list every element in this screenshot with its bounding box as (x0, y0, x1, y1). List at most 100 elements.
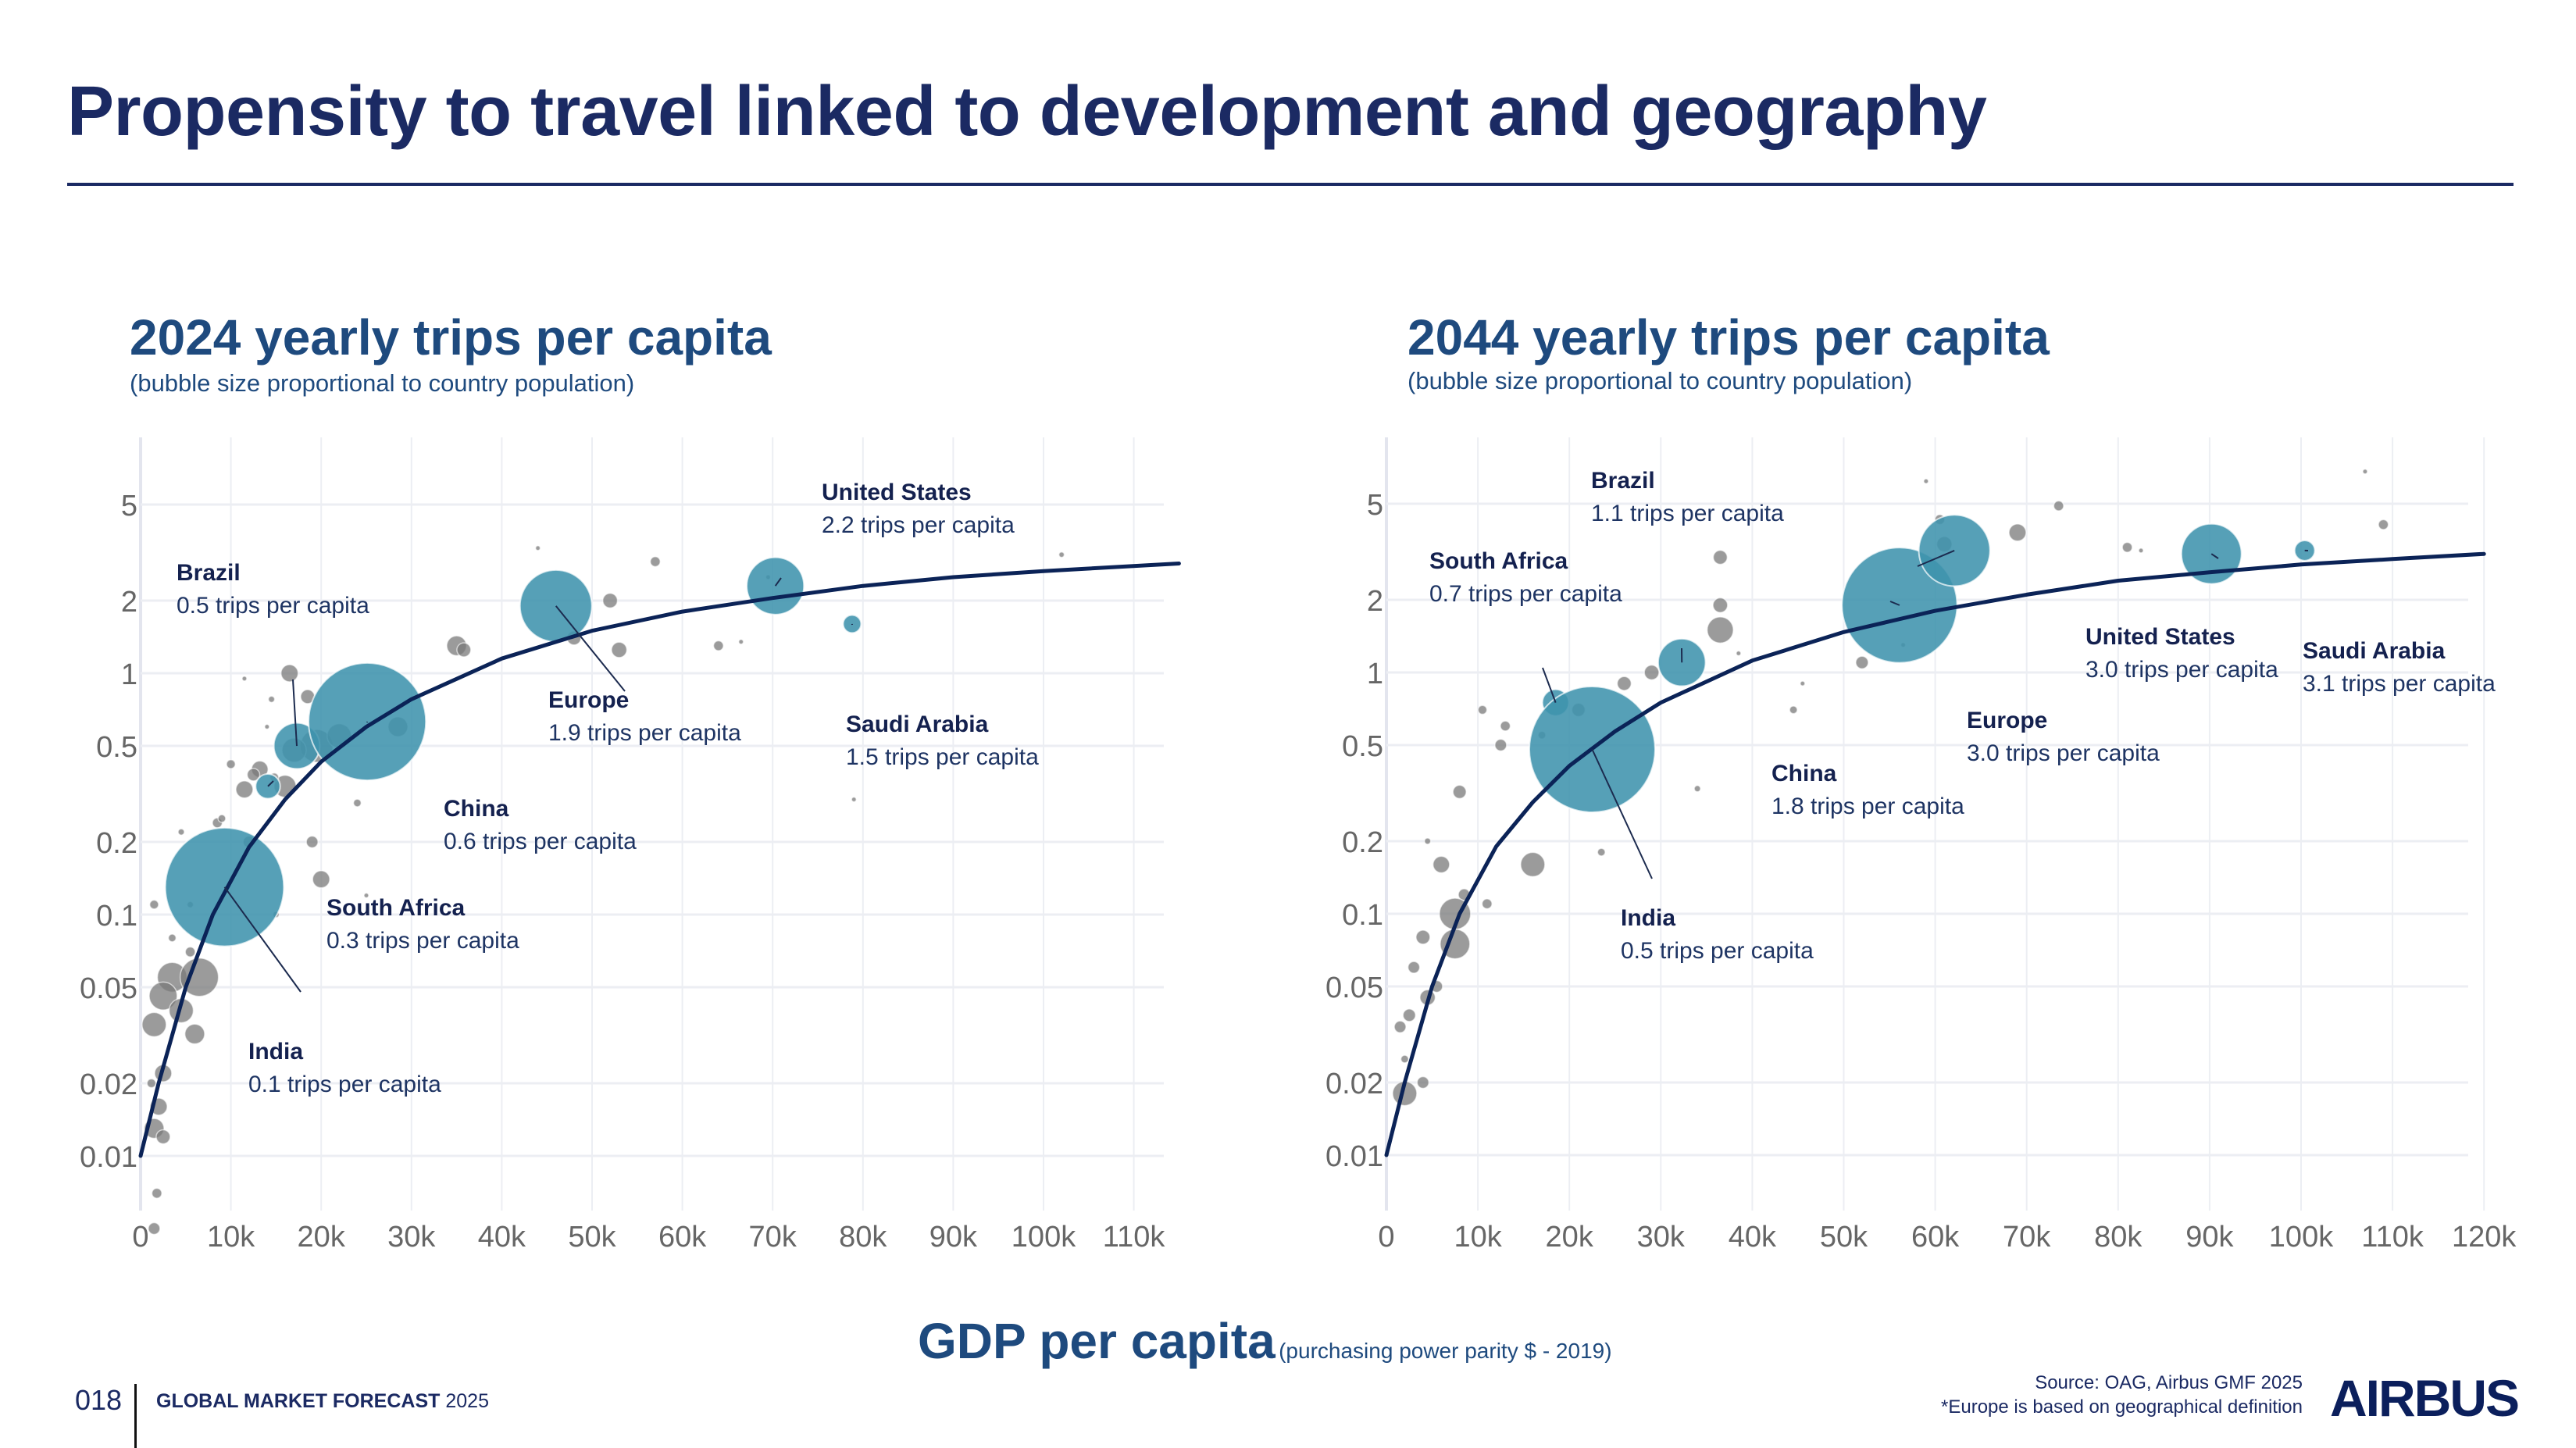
x-tick-label: 40k (1729, 1221, 1777, 1254)
y-tick-label: 0.05 (80, 972, 137, 1005)
country-bubble (148, 1222, 161, 1236)
annotation-value-india: 0.1 trips per capita (248, 1072, 441, 1097)
x-tick-label: 120k (2452, 1221, 2517, 1254)
annotation-value-south-africa: 0.3 trips per capita (326, 928, 519, 954)
country-bubble (1415, 929, 1431, 945)
chart-2024: 0 10k 20k 30k 40k 50k 60k 70k 80k 90k 100k 110k 0.01… (80, 437, 1181, 1254)
country-bubble (712, 640, 724, 651)
annotation-name-india: India (1621, 905, 1675, 931)
annotation-name-europe: Europe (1967, 708, 2047, 733)
country-bubble (2138, 547, 2144, 554)
annotation-name-south-africa: South Africa (326, 895, 466, 921)
chart-2024-title: 2024 yearly trips per capita (130, 309, 772, 366)
page-number: 018 (75, 1384, 123, 1416)
y-tick-label: 0.5 (96, 731, 137, 764)
y-tick-label: 0.1 (96, 900, 137, 933)
x-tick-label: 30k (1637, 1221, 1686, 1254)
x-axis-title-main: GDP per capita (918, 1313, 1276, 1369)
chart-2044-subtitle: (bubble size proportional to country pop… (1408, 367, 1913, 394)
annotation-value-south-africa: 0.7 trips per capita (1429, 581, 1622, 607)
x-tick-label: 30k (387, 1221, 436, 1254)
annotation-name-china: China (444, 796, 509, 822)
source-line: Source: OAG, Airbus GMF 2025 (2035, 1372, 2303, 1393)
country-bubble (155, 1129, 171, 1145)
x-tick-label: 50k (1820, 1221, 1868, 1254)
annotation-name-brazil: Brazil (177, 560, 241, 586)
chart-2024-subtitle: (bubble size proportional to country pop… (130, 369, 635, 397)
annotation-value-saudi-arabia: 1.5 trips per capita (846, 744, 1039, 770)
x-tick-label: 10k (207, 1221, 255, 1254)
y-tick-label: 0.1 (1342, 899, 1383, 932)
country-bubble (184, 1023, 205, 1045)
country-bubble (1706, 616, 1734, 644)
country-bubble (1423, 837, 1432, 845)
country-bubble (235, 780, 254, 799)
x-tick-label: 0 (132, 1221, 148, 1254)
country-bubble (611, 641, 628, 658)
country-bubble (601, 592, 619, 609)
country-bubble (1494, 738, 1507, 752)
country-bubble (1402, 1008, 1417, 1022)
y-tick-label: 5 (1367, 489, 1383, 522)
y-tick-label: 0.02 (1325, 1068, 1383, 1100)
y-tick-label: 0.5 (1342, 730, 1383, 763)
country-bubble (177, 828, 185, 836)
country-bubble (1481, 898, 1493, 910)
annotation-name-south-africa: South Africa (1429, 548, 1568, 574)
highlight-bubble-china (308, 662, 427, 782)
country-bubble (312, 870, 330, 889)
leader-line-europe (1917, 549, 1955, 567)
footer-divider (134, 1384, 137, 1448)
title-divider (67, 183, 2514, 186)
x-tick-label: 90k (2185, 1221, 2234, 1254)
country-bubble (2121, 541, 2133, 553)
country-bubble (1736, 650, 1742, 657)
y-tick-label: 0.01 (1325, 1140, 1383, 1173)
annotation-value-united-states: 3.0 trips per capita (2085, 657, 2278, 683)
country-bubble (1855, 655, 1869, 669)
leader-line-india (223, 886, 301, 993)
country-bubble (148, 981, 178, 1011)
country-bubble (2008, 523, 2027, 542)
y-tick-label: 1 (1367, 658, 1383, 690)
country-bubble (456, 642, 472, 658)
x-tick-label: 80k (2094, 1221, 2143, 1254)
country-bubble (1432, 855, 1450, 874)
annotation-value-brazil: 1.1 trips per capita (1591, 501, 1784, 526)
country-bubble (167, 933, 177, 943)
y-tick-label: 0.05 (1325, 972, 1383, 1004)
publication-name: GLOBAL MARKET FORECAST 2025 (156, 1390, 489, 1413)
leader-line-south-africa (267, 780, 274, 787)
leader-line-india (1591, 749, 1653, 879)
trend-line (1384, 551, 2486, 1157)
country-bubble (217, 814, 227, 823)
source-note: Source: OAG, Airbus GMF 2025 *Europe is … (1941, 1371, 2303, 1419)
annotation-name-united-states: United States (822, 480, 972, 505)
x-axis-title-note: (purchasing power parity $ - 2019) (1279, 1339, 1612, 1363)
leader-line-china (1889, 601, 1900, 606)
annotation-value-europe: 3.0 trips per capita (1967, 740, 2160, 766)
country-bubble (226, 759, 237, 769)
country-bubble (1597, 847, 1606, 857)
country-bubble (2378, 519, 2389, 530)
trend-line (138, 562, 1181, 1158)
x-tick-label: 20k (298, 1221, 346, 1254)
x-tick-label: 60k (1911, 1221, 1960, 1254)
x-tick-label: 100k (2269, 1221, 2334, 1254)
annotation-value-china: 0.6 trips per capita (444, 829, 637, 854)
country-bubble (1393, 1020, 1407, 1034)
country-bubble (305, 835, 319, 849)
country-bubble (264, 723, 270, 730)
x-tick-label: 70k (749, 1221, 797, 1254)
europe-footnote: *Europe is based on geographical definit… (1941, 1396, 2303, 1418)
annotation-value-india: 0.5 trips per capita (1621, 938, 1814, 964)
annotation-name-china: China (1771, 761, 1837, 786)
x-tick-label: 80k (839, 1221, 887, 1254)
country-bubble (1400, 1054, 1410, 1064)
leader-line-united-states (774, 577, 782, 587)
y-tick-label: 0.2 (96, 827, 137, 860)
country-bubble (1643, 664, 1660, 681)
y-tick-label: 5 (121, 490, 137, 522)
country-bubble (246, 768, 261, 782)
x-tick-label: 70k (2003, 1221, 2051, 1254)
